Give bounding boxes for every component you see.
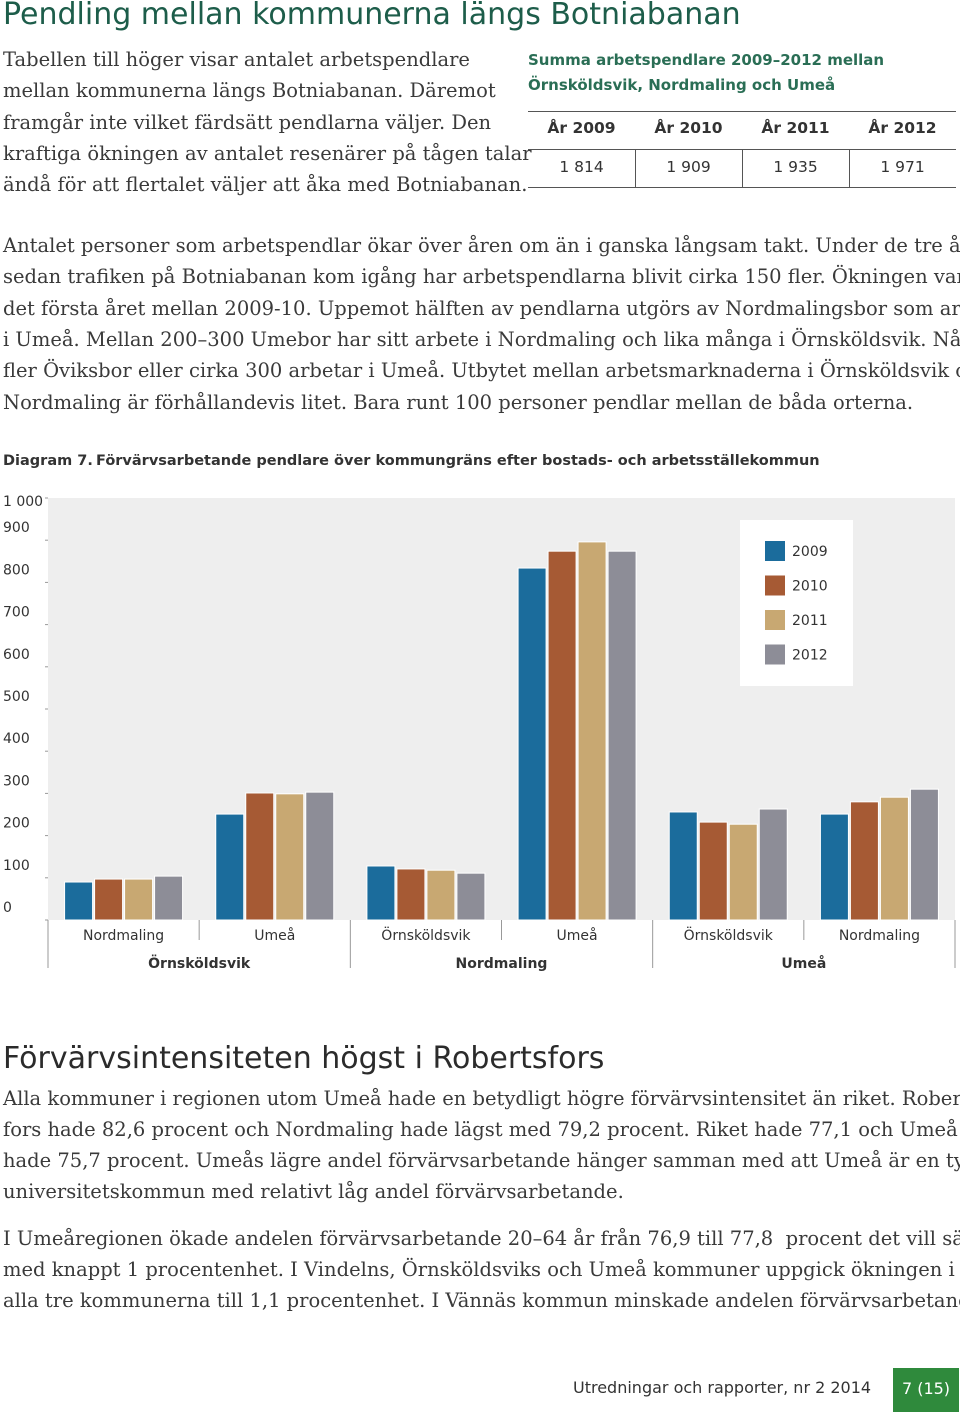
table-header: År 2009 <box>547 119 616 137</box>
y-tick-label: 900 <box>3 520 30 536</box>
bar <box>879 796 909 921</box>
table-header: År 2010 <box>654 119 723 137</box>
section-line: fors hade 82,6 procent och Nordmaling ha… <box>3 1118 958 1141</box>
section-line: alla tre kommunerna till 1,1 procentenhe… <box>3 1289 960 1312</box>
bar <box>64 881 94 921</box>
paragraph-line: Antalet personer som arbetspendlar ökar … <box>3 234 960 257</box>
x-tick-label: Nordmaling <box>839 928 920 944</box>
section-line: Alla kommuner i regionen utom Umeå hade … <box>3 1087 960 1110</box>
bar <box>909 788 939 921</box>
section-line: hade 75,7 procent. Umeås lägre andel för… <box>3 1149 960 1172</box>
footer-publication: Utredningar och rapporter, nr 2 2014 <box>573 1378 872 1397</box>
table-divider <box>742 150 743 187</box>
bar <box>396 868 426 921</box>
table-cell: 1 814 <box>559 158 604 176</box>
bar <box>215 813 245 921</box>
bar <box>668 811 698 921</box>
legend-swatch <box>765 575 785 596</box>
intro-line: kraftiga ökningen av antalet resenärer p… <box>3 141 532 165</box>
bar <box>305 791 335 921</box>
bar <box>758 808 788 921</box>
intro-line: framgår inte vilket färdsätt pendlarna v… <box>3 110 492 134</box>
x-tick-label: Nordmaling <box>83 928 164 944</box>
paragraph-line: sedan trafiken på Botniabanan kom igång … <box>3 265 960 289</box>
x-group-label: Nordmaling <box>456 956 548 972</box>
table-header: År 2012 <box>868 119 937 137</box>
bar <box>849 801 879 921</box>
paragraph-line: i Umeå. Mellan 200–300 Umebor har sitt a… <box>3 327 960 351</box>
legend-label: 2009 <box>792 544 828 560</box>
x-tick-label: Umeå <box>557 927 598 944</box>
legend-swatch <box>765 644 785 665</box>
section-line: universitetskommun med relativt låg ande… <box>3 1180 624 1203</box>
y-tick-label: 400 <box>3 731 30 747</box>
bar <box>607 550 637 921</box>
legend-swatch <box>765 610 785 630</box>
bar <box>547 550 577 921</box>
bar <box>698 821 728 921</box>
table-caption: Summa arbetspendlare 2009–2012 mellan <box>528 51 885 69</box>
legend-label: 2010 <box>792 579 828 595</box>
y-tick-label: 800 <box>3 562 30 578</box>
table-divider <box>849 150 850 187</box>
chart: 0 100 200 300 400 500 600 700 800 900 1 000 Nordmal… <box>3 494 956 972</box>
page-box <box>893 1368 959 1412</box>
table-rule <box>528 111 956 112</box>
y-tick-label: 700 <box>3 605 30 621</box>
section-line: I Umeåregionen ökade andelen förvärvsarb… <box>3 1227 960 1250</box>
page-number: 7 (15) <box>901 1379 951 1398</box>
y-tick-label: 600 <box>3 647 30 663</box>
legend-label: 2011 <box>792 613 828 629</box>
chart-title: Förvärvsarbetande pendlare över kommungr… <box>96 453 820 469</box>
bar <box>366 865 396 921</box>
bar <box>517 567 547 921</box>
x-group-label: Örnsköldsvik <box>148 954 251 972</box>
table-header: År 2011 <box>761 119 830 137</box>
y-tick-label: 200 <box>3 816 30 832</box>
table-rule <box>528 149 956 150</box>
bar <box>94 878 124 921</box>
y-tick-label: 100 <box>3 858 30 874</box>
bar <box>819 813 849 921</box>
section-title: Förvärvsintensiteten högst i Robertsfors <box>3 1041 605 1076</box>
bar <box>728 823 758 921</box>
paragraph-line: det första året mellan 2009-10. Uppemot … <box>3 296 960 320</box>
x-tick-label: Umeå <box>254 927 295 944</box>
y-tick-label: 1 000 <box>3 494 43 510</box>
intro-line: ändå för att flertalet väljer att åka me… <box>3 173 528 197</box>
bar <box>245 792 275 921</box>
legend <box>740 520 853 686</box>
x-group-label: Umeå <box>781 955 826 972</box>
chart-label: Diagram 7. <box>3 453 93 469</box>
intro-line: Tabellen till höger visar antalet arbets… <box>3 48 470 71</box>
legend-swatch <box>765 541 785 561</box>
x-tick-label: Örnsköldsvik <box>381 926 471 944</box>
y-tick-label: 500 <box>3 689 30 705</box>
bar <box>456 872 486 921</box>
bar <box>124 878 154 921</box>
bar <box>154 875 184 921</box>
bar <box>275 793 305 921</box>
legend-label: 2012 <box>792 648 828 664</box>
table-caption: Örnsköldsvik, Nordmaling och Umeå <box>528 76 836 94</box>
table-cell: 1 935 <box>773 158 818 176</box>
y-tick-label: 300 <box>3 773 30 789</box>
bar <box>426 869 456 921</box>
intro-line: mellan kommunerna längs Botniabanan. Där… <box>3 79 496 103</box>
table-rule <box>528 187 956 188</box>
table-cell: 1 909 <box>666 158 711 176</box>
x-tick-label: Örnsköldsvik <box>684 926 774 944</box>
paragraph-line: fler Öviksbor eller cirka 300 arbetar i … <box>3 359 960 383</box>
paragraph-line: Nordmaling är förhållandevis litet. Bara… <box>3 390 914 414</box>
bar <box>577 541 607 921</box>
table-cell: 1 971 <box>880 158 925 176</box>
y-tick-label: 0 <box>3 900 12 916</box>
table-divider <box>635 150 636 187</box>
section-line: med knappt 1 procentenhet. I Vindelns, Ö… <box>3 1258 955 1281</box>
page-title: Pendling mellan kommunerna längs Botniab… <box>3 0 741 32</box>
